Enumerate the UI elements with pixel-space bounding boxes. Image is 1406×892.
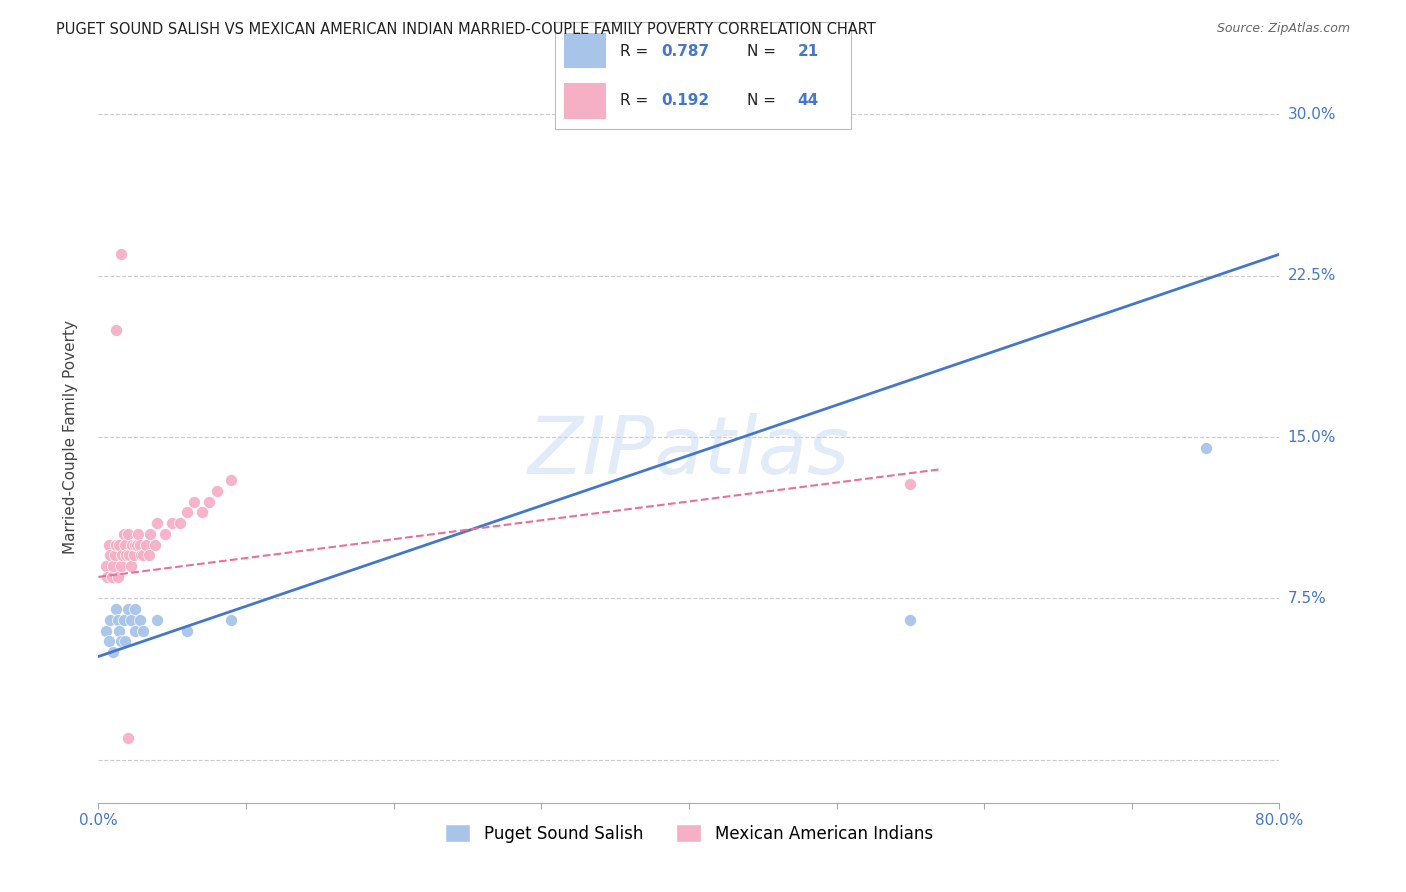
- Point: [127, 527, 149, 541]
- Text: 21: 21: [797, 44, 818, 59]
- Point: [97, 538, 120, 552]
- Point: [117, 602, 139, 616]
- Text: R =: R =: [620, 44, 654, 59]
- Point: [143, 538, 166, 552]
- Point: [124, 602, 146, 616]
- Point: [110, 247, 132, 261]
- FancyBboxPatch shape: [564, 33, 606, 69]
- Point: [96, 570, 118, 584]
- Point: [108, 538, 131, 552]
- Point: [98, 549, 121, 563]
- Text: N =: N =: [748, 93, 782, 108]
- Text: 0.787: 0.787: [662, 44, 710, 59]
- Point: [132, 549, 155, 563]
- Point: [117, 731, 139, 746]
- Point: [110, 634, 132, 648]
- Point: [138, 549, 160, 563]
- Text: 0.192: 0.192: [662, 93, 710, 108]
- Legend: Puget Sound Salish, Mexican American Indians: Puget Sound Salish, Mexican American Ind…: [439, 818, 939, 849]
- Point: [110, 559, 132, 574]
- Text: 7.5%: 7.5%: [1288, 591, 1326, 606]
- Point: [111, 549, 134, 563]
- Point: [129, 549, 152, 563]
- Y-axis label: Married-Couple Family Poverty: Married-Couple Family Poverty: [63, 320, 77, 554]
- Point: [105, 538, 128, 552]
- Point: [146, 516, 169, 530]
- FancyBboxPatch shape: [564, 83, 606, 119]
- Point: [221, 613, 243, 627]
- Point: [124, 624, 146, 638]
- Point: [120, 559, 142, 574]
- Point: [120, 613, 142, 627]
- Point: [135, 538, 157, 552]
- Point: [114, 634, 136, 648]
- Point: [107, 570, 129, 584]
- Point: [98, 613, 121, 627]
- Point: [191, 505, 214, 519]
- Point: [139, 527, 162, 541]
- Text: 22.5%: 22.5%: [1288, 268, 1336, 284]
- Point: [198, 494, 221, 508]
- Point: [128, 613, 150, 627]
- Point: [124, 538, 146, 552]
- Point: [169, 516, 191, 530]
- Point: [114, 538, 136, 552]
- Text: PUGET SOUND SALISH VS MEXICAN AMERICAN INDIAN MARRIED-COUPLE FAMILY POVERTY CORR: PUGET SOUND SALISH VS MEXICAN AMERICAN I…: [56, 22, 876, 37]
- Point: [128, 538, 150, 552]
- Text: 30.0%: 30.0%: [1288, 107, 1336, 122]
- Point: [108, 624, 131, 638]
- Text: R =: R =: [620, 93, 654, 108]
- Point: [153, 527, 176, 541]
- Text: 44: 44: [797, 93, 818, 108]
- Point: [105, 322, 128, 336]
- Point: [115, 549, 138, 563]
- Point: [125, 538, 148, 552]
- Point: [112, 613, 135, 627]
- Point: [176, 505, 198, 519]
- Point: [162, 516, 183, 530]
- Text: Source: ZipAtlas.com: Source: ZipAtlas.com: [1216, 22, 1350, 36]
- Point: [103, 645, 125, 659]
- Point: [94, 559, 117, 574]
- Point: [900, 613, 922, 627]
- Point: [94, 624, 117, 638]
- Point: [104, 549, 127, 563]
- Point: [205, 483, 228, 498]
- Point: [132, 624, 155, 638]
- Point: [100, 570, 122, 584]
- Point: [105, 602, 128, 616]
- Point: [176, 624, 198, 638]
- Point: [122, 549, 145, 563]
- Point: [107, 613, 129, 627]
- Point: [1195, 441, 1218, 455]
- Point: [146, 613, 169, 627]
- Point: [121, 538, 143, 552]
- Point: [112, 527, 135, 541]
- Point: [221, 473, 243, 487]
- Point: [900, 477, 922, 491]
- Point: [103, 559, 125, 574]
- Point: [117, 527, 139, 541]
- Text: ZIPatlas: ZIPatlas: [527, 413, 851, 491]
- Text: 15.0%: 15.0%: [1288, 430, 1336, 444]
- Point: [118, 549, 141, 563]
- Point: [97, 634, 120, 648]
- Point: [183, 494, 205, 508]
- Text: N =: N =: [748, 44, 782, 59]
